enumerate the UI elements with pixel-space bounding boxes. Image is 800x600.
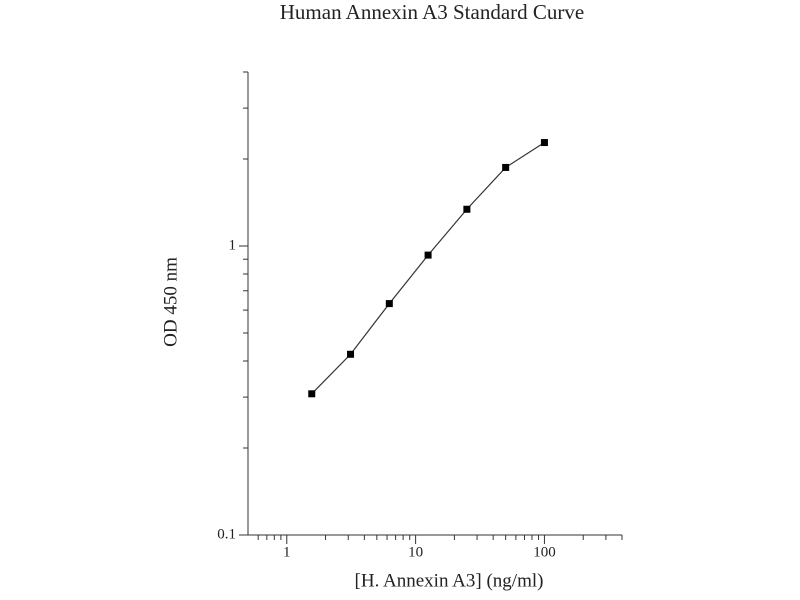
data-point: [385, 300, 393, 308]
y-axis-label: OD 450 nm: [160, 257, 181, 347]
data-point: [347, 350, 355, 358]
x-tick-label: 100: [533, 544, 556, 560]
data-point: [308, 390, 316, 398]
y-tick-label: 1: [229, 237, 237, 253]
y-tick-label: 0.1: [217, 526, 236, 542]
x-axis-label: [H. Annexin A3] (ng/ml): [355, 570, 544, 591]
chart-title: Human Annexin A3 Standard Curve: [280, 0, 584, 24]
data-point: [502, 163, 510, 171]
data-point: [463, 205, 471, 213]
data-point: [424, 251, 432, 259]
data-point: [540, 139, 548, 147]
x-tick-label: 10: [408, 544, 423, 560]
fit-curve: [311, 142, 545, 395]
x-tick-label: 1: [283, 544, 291, 560]
